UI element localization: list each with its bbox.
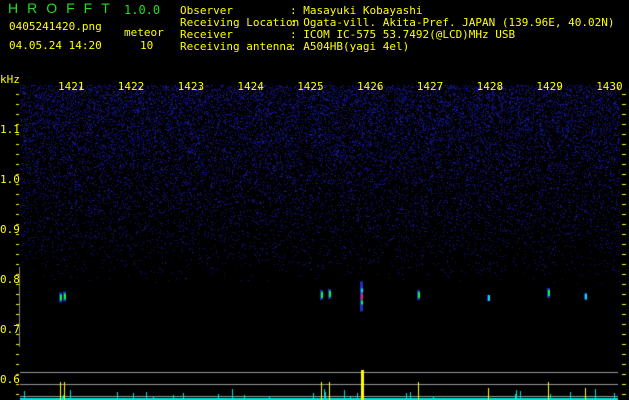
filename: 0405241420.png [9,20,102,33]
x-tick-label: 1421 [58,80,85,93]
y-tick-label: 0.7 [0,323,20,336]
datetime: 04.05.24 14:20 [9,39,102,52]
y-tick-label: 0.9 [0,223,20,236]
version: 1.0.0 [124,3,161,17]
location-value: : Ogata-vill. Akita-Pref. JAPAN (139.96E… [290,16,615,29]
antenna-label: Receiving antenna [180,40,293,53]
x-tick-label: 1426 [357,80,384,93]
spectrogram [0,75,629,400]
observer-label: Observer [180,4,233,17]
y-axis-label: kHz [0,73,20,86]
y-tick-label: 1.0 [0,173,20,186]
antenna-value: : A504HB(yagi 4el) [290,40,410,53]
observer-value: : Masayuki Kobayashi [290,4,423,17]
receiver-value: : ICOM IC-575 53.7492(@LCD)MHz USB [290,28,516,41]
x-tick-label: 1425 [297,80,324,93]
y-tick-label: 0.8 [0,273,20,286]
meteor-label: meteor [124,26,164,39]
receiver-label: Receiver [180,28,233,41]
y-tick-label: 0.6 [0,373,20,386]
x-tick-label: 1423 [177,80,205,93]
x-tick-label: 1428 [476,80,504,93]
x-tick-label: 1430 [596,80,623,93]
location-label: Receiving Location [180,16,300,29]
y-tick-label: 1.1 [0,123,20,136]
x-tick-label: 1427 [416,80,444,93]
app-title: HROFFT [8,0,119,16]
meteor-count: 10 [140,39,154,52]
x-tick-label: 1429 [536,80,563,93]
x-tick-label: 1422 [117,80,145,93]
x-tick-label: 1424 [237,80,264,93]
